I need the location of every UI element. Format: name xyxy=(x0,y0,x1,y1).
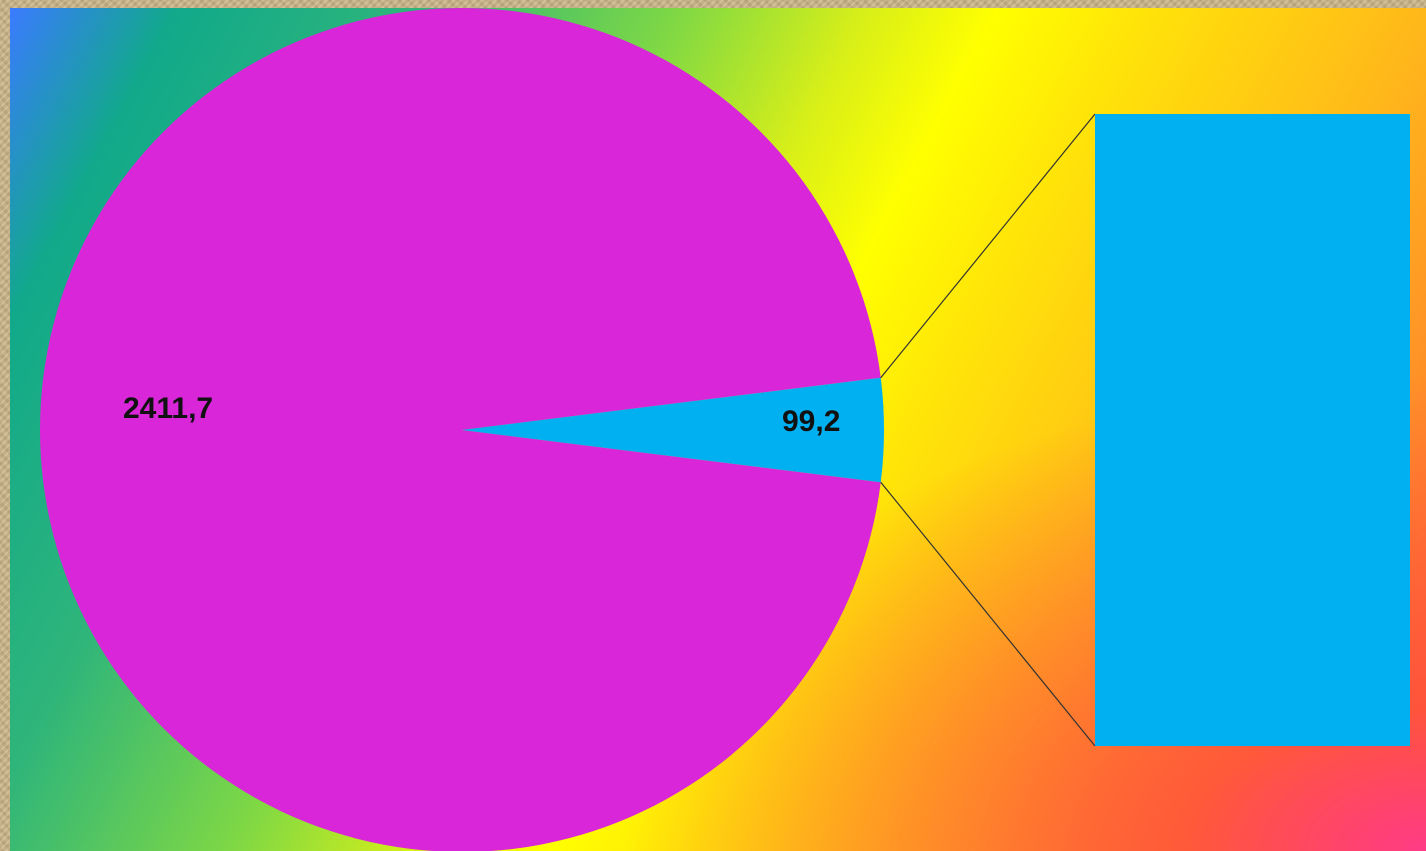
secondary-bar-segment xyxy=(1095,114,1410,746)
data-label-small: 99,2 xyxy=(782,405,840,438)
data-labels: 2411,7 99,2 xyxy=(123,392,840,438)
connector-lines xyxy=(880,113,1096,747)
chart-frame: 2411,7 99,2 xyxy=(10,8,1426,851)
pie-slice-main xyxy=(40,8,881,851)
pie-slice-small xyxy=(462,377,884,483)
connector-line-bottom xyxy=(880,481,1096,747)
secondary-bar xyxy=(1095,114,1410,746)
pie-slices xyxy=(40,8,884,851)
data-label-main: 2411,7 xyxy=(123,392,213,425)
connector-line-top xyxy=(880,113,1096,379)
pie-of-bar-chart: 2411,7 99,2 xyxy=(40,8,1410,851)
